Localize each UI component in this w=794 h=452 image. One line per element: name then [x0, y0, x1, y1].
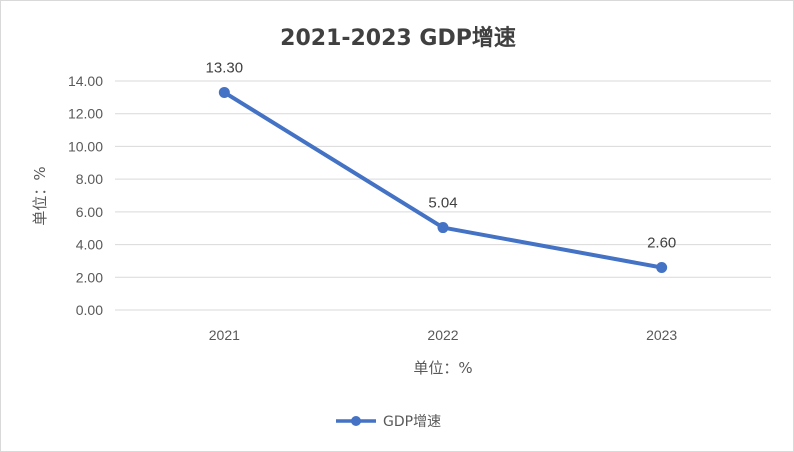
data-point	[656, 261, 668, 273]
y-axis-title: 单位：%	[31, 166, 49, 225]
y-tick-label: 8.00	[76, 171, 103, 187]
legend-dot-marker	[351, 416, 361, 426]
data-point	[437, 222, 449, 234]
x-axis-ticks: 2021 2022 2023	[209, 327, 678, 343]
y-tick-label: 0.00	[76, 302, 103, 318]
y-axis-ticks: 0.00 2.00 4.00 6.00 8.00 10.00 12.00 14.00	[68, 73, 103, 318]
y-tick-label: 6.00	[76, 204, 103, 220]
data-labels: 13.30 5.04 2.60	[206, 59, 677, 251]
x-tick-label: 2023	[646, 327, 677, 343]
data-label: 2.60	[647, 234, 676, 251]
x-axis-title: 单位：%	[413, 359, 472, 377]
gridlines	[115, 80, 771, 311]
y-tick-label: 2.00	[76, 269, 103, 285]
series-line	[222, 90, 664, 270]
data-point	[218, 86, 230, 98]
legend: GDP增速	[336, 414, 441, 430]
data-label: 5.04	[428, 195, 457, 212]
y-tick-label: 12.00	[68, 106, 103, 122]
y-tick-label: 14.00	[68, 73, 103, 89]
y-tick-label: 10.00	[68, 138, 103, 154]
series-gdp-growth	[218, 86, 668, 273]
chart-title: 2021-2023 GDP增速	[280, 25, 516, 51]
x-tick-label: 2021	[209, 327, 240, 343]
x-tick-label: 2022	[427, 327, 458, 343]
legend-label: GDP增速	[383, 414, 441, 430]
data-label: 13.30	[206, 59, 244, 76]
y-tick-label: 4.00	[76, 237, 103, 253]
